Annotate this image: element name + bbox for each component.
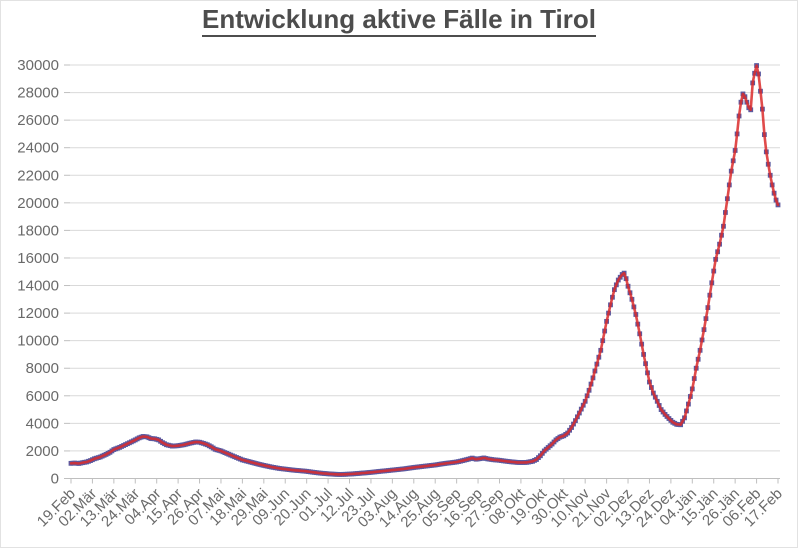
y-axis-label: 20000 <box>17 195 59 212</box>
series-line <box>69 64 780 476</box>
y-axis-label: 28000 <box>17 85 59 102</box>
y-axis-label: 4000 <box>26 415 59 432</box>
y-axis-label: 6000 <box>26 388 59 405</box>
y-axis-label: 12000 <box>17 305 59 322</box>
chart-title-text: Entwicklung aktive Fälle in Tirol <box>202 4 596 37</box>
y-axis-label: 26000 <box>17 112 59 129</box>
y-axis-label: 0 <box>51 471 59 488</box>
y-axis-label: 14000 <box>17 278 59 295</box>
y-axis-label: 2000 <box>26 443 59 460</box>
chart-title: Entwicklung aktive Fälle in Tirol <box>1 4 797 37</box>
y-axis-label: 8000 <box>26 360 59 377</box>
series-markers <box>68 63 781 477</box>
y-axis-label: 16000 <box>17 250 59 267</box>
y-axis-label: 10000 <box>17 333 59 350</box>
y-axis-label: 18000 <box>17 222 59 239</box>
y-axis-label: 30000 <box>17 57 59 74</box>
y-axis-label: 24000 <box>17 140 59 157</box>
y-axis-label: 22000 <box>17 167 59 184</box>
